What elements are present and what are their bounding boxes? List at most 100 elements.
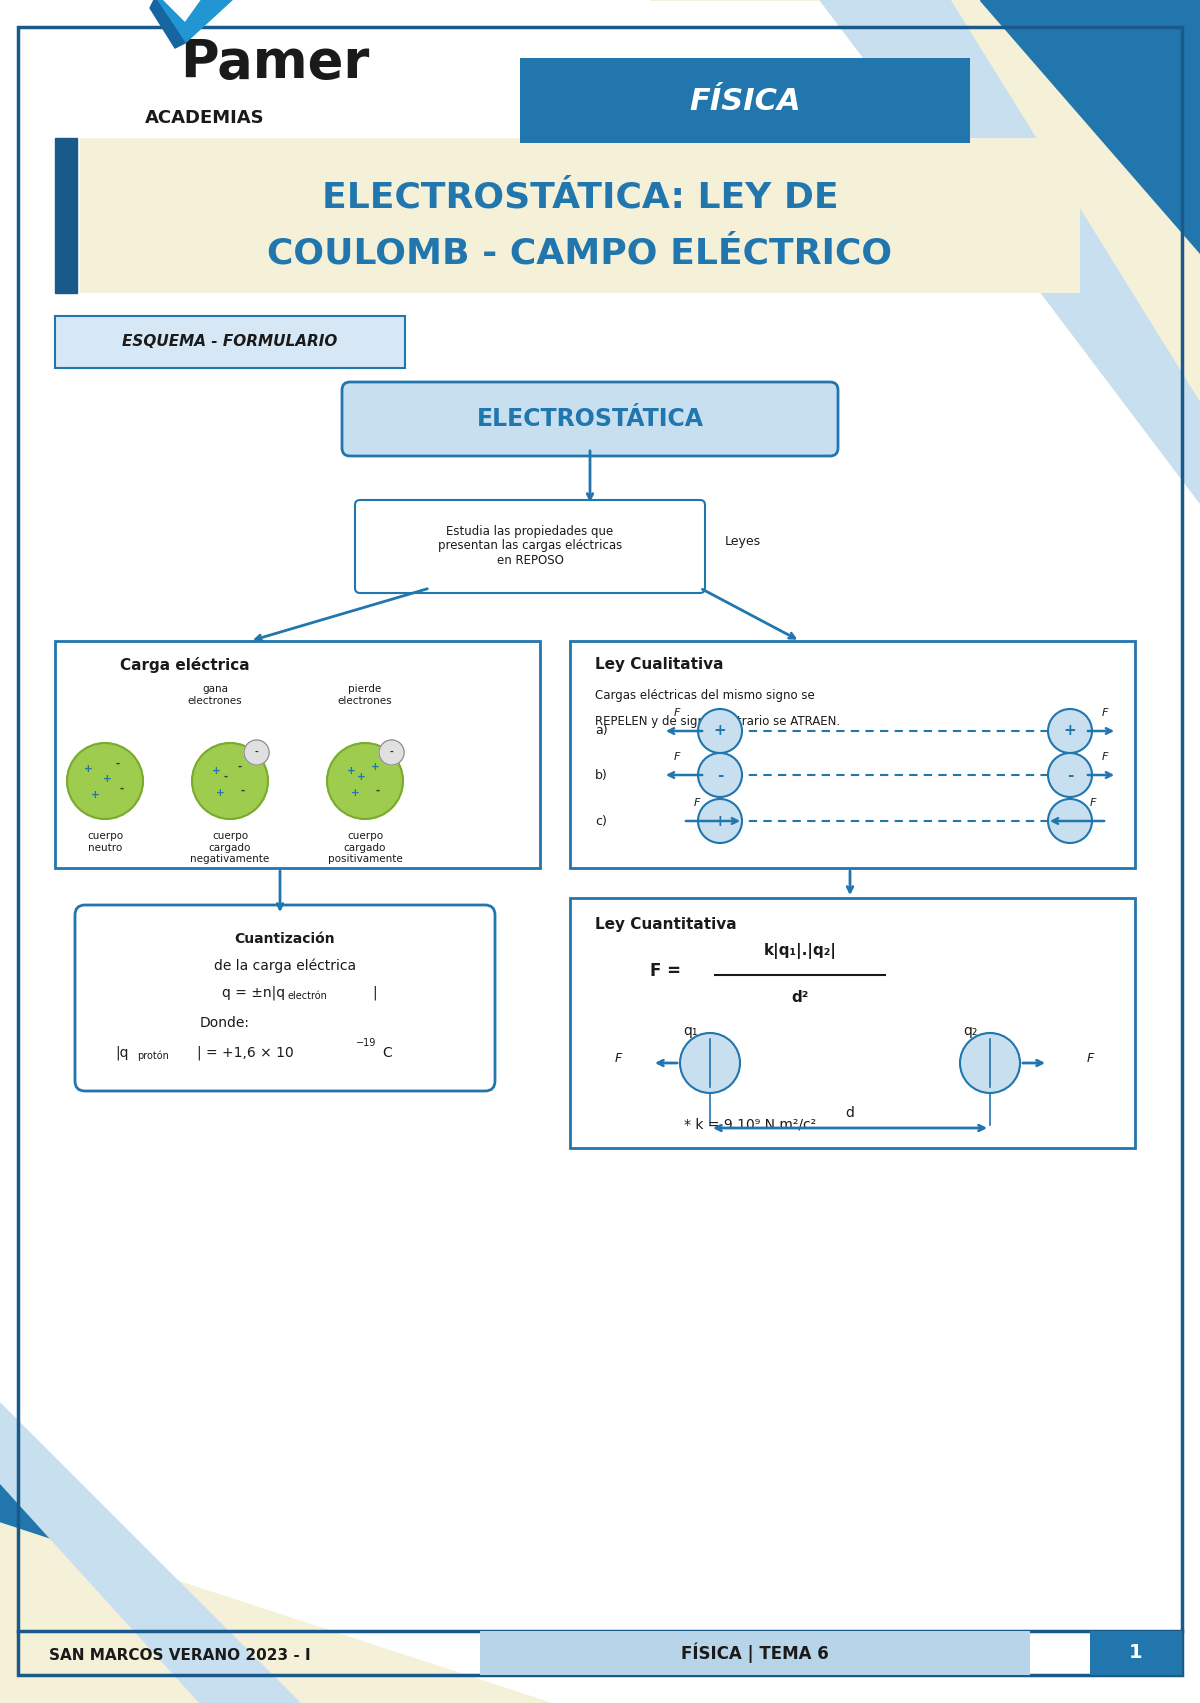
Text: cuerpo
cargado
negativamente: cuerpo cargado negativamente: [191, 831, 270, 863]
Text: q = ±n|q: q = ±n|q: [222, 986, 286, 1000]
Text: F: F: [1090, 799, 1096, 807]
Text: FÍSICA: FÍSICA: [689, 87, 800, 116]
Text: -: -: [390, 748, 394, 758]
Text: Cuantización: Cuantización: [235, 932, 335, 945]
Polygon shape: [155, 0, 245, 43]
FancyBboxPatch shape: [74, 904, 496, 1092]
Text: ACADEMIAS: ACADEMIAS: [145, 109, 265, 128]
Circle shape: [326, 743, 403, 819]
Circle shape: [244, 741, 269, 765]
Text: +: +: [714, 814, 726, 828]
Text: +: +: [91, 790, 100, 800]
Circle shape: [1048, 753, 1092, 797]
Polygon shape: [0, 1453, 250, 1703]
Text: +: +: [350, 788, 359, 799]
FancyBboxPatch shape: [1090, 1631, 1182, 1676]
Text: REPELEN y de signo contrario se ATRAEN.: REPELEN y de signo contrario se ATRAEN.: [595, 715, 840, 727]
Text: SAN MARCOS VERANO 2023 - I: SAN MARCOS VERANO 2023 - I: [49, 1649, 311, 1664]
Text: Donde:: Donde:: [200, 1017, 250, 1030]
Text: ELECTROSTÁTICA: ELECTROSTÁTICA: [476, 407, 703, 431]
Text: -: -: [120, 783, 124, 794]
Text: +: +: [216, 788, 224, 799]
Text: c): c): [595, 814, 607, 828]
Polygon shape: [820, 0, 1200, 502]
Text: -: -: [241, 787, 245, 795]
Text: F: F: [614, 1051, 622, 1064]
Text: Ley Cuantitativa: Ley Cuantitativa: [595, 918, 737, 933]
Text: |q: |q: [115, 1046, 128, 1061]
Text: -: -: [238, 761, 242, 771]
Text: a): a): [595, 724, 607, 737]
Text: Leyes: Leyes: [725, 535, 761, 547]
Text: F =: F =: [650, 962, 682, 979]
Text: -: -: [254, 748, 258, 758]
Text: F: F: [1086, 1051, 1093, 1064]
Text: +: +: [714, 724, 726, 739]
FancyBboxPatch shape: [355, 501, 706, 593]
Text: b): b): [595, 768, 607, 782]
Text: +: +: [371, 761, 379, 771]
Text: −19: −19: [356, 1039, 377, 1047]
Polygon shape: [0, 1522, 550, 1703]
Text: -: -: [224, 771, 228, 782]
Circle shape: [379, 741, 404, 765]
Circle shape: [680, 1034, 740, 1093]
Text: * k = 9.10⁹ N.m²/c²: * k = 9.10⁹ N.m²/c²: [684, 1117, 816, 1132]
Polygon shape: [150, 0, 185, 48]
Text: F: F: [694, 799, 700, 807]
FancyBboxPatch shape: [55, 640, 540, 869]
Text: d: d: [846, 1105, 854, 1121]
Text: |: |: [372, 986, 377, 1000]
Text: +: +: [103, 773, 112, 783]
Text: FÍSICA | TEMA 6: FÍSICA | TEMA 6: [682, 1643, 829, 1664]
Text: Pamer: Pamer: [180, 37, 370, 89]
Text: q₁: q₁: [683, 1024, 697, 1039]
Text: +: +: [356, 771, 365, 782]
Text: -: -: [716, 768, 724, 782]
FancyBboxPatch shape: [342, 381, 838, 456]
Text: Estudia las propiedades que
presentan las cargas eléctricas
en REPOSO: Estudia las propiedades que presentan la…: [438, 525, 622, 567]
Text: pierde
electrones: pierde electrones: [337, 685, 392, 705]
Circle shape: [1048, 799, 1092, 843]
Text: Ley Cualitativa: Ley Cualitativa: [595, 657, 724, 673]
Text: 1: 1: [1129, 1643, 1142, 1662]
FancyBboxPatch shape: [55, 317, 406, 368]
Text: F: F: [1102, 708, 1108, 719]
Polygon shape: [980, 0, 1200, 254]
Text: Carga eléctrica: Carga eléctrica: [120, 657, 250, 673]
Circle shape: [698, 799, 742, 843]
Text: protón: protón: [137, 1051, 169, 1061]
Circle shape: [698, 753, 742, 797]
Text: -: -: [1067, 768, 1073, 782]
FancyBboxPatch shape: [570, 640, 1135, 869]
Text: -: -: [1067, 814, 1073, 828]
Text: F: F: [674, 708, 680, 719]
Text: k|q₁|.|q₂|: k|q₁|.|q₂|: [763, 943, 836, 959]
Text: +: +: [347, 766, 355, 777]
Text: F: F: [1102, 753, 1108, 761]
Circle shape: [192, 743, 268, 819]
Text: COULOMB - CAMPO ELÉCTRICO: COULOMB - CAMPO ELÉCTRICO: [268, 237, 893, 271]
Text: de la carga eléctrica: de la carga eléctrica: [214, 959, 356, 972]
Text: gana
electrones: gana electrones: [187, 685, 242, 705]
Text: -: -: [116, 760, 120, 770]
Text: +: +: [1063, 724, 1076, 739]
Text: electrón: electrón: [288, 991, 328, 1001]
Text: -: -: [376, 787, 380, 795]
Text: ELECTROSTÁTICA: LEY DE: ELECTROSTÁTICA: LEY DE: [322, 181, 839, 215]
FancyBboxPatch shape: [480, 1631, 1030, 1676]
Text: Cargas eléctricas del mismo signo se: Cargas eléctricas del mismo signo se: [595, 688, 815, 702]
Text: q₂: q₂: [962, 1024, 977, 1039]
Circle shape: [698, 708, 742, 753]
Text: C: C: [382, 1046, 391, 1059]
Text: cuerpo
cargado
positivamente: cuerpo cargado positivamente: [328, 831, 402, 863]
FancyBboxPatch shape: [80, 138, 1080, 293]
Text: +: +: [84, 765, 92, 773]
Circle shape: [67, 743, 143, 819]
Text: F: F: [674, 753, 680, 761]
Text: +: +: [211, 766, 221, 777]
Text: ESQUEMA - FORMULARIO: ESQUEMA - FORMULARIO: [122, 334, 337, 349]
Polygon shape: [650, 0, 1200, 453]
Text: d²: d²: [791, 989, 809, 1005]
Bar: [55, 138, 77, 293]
